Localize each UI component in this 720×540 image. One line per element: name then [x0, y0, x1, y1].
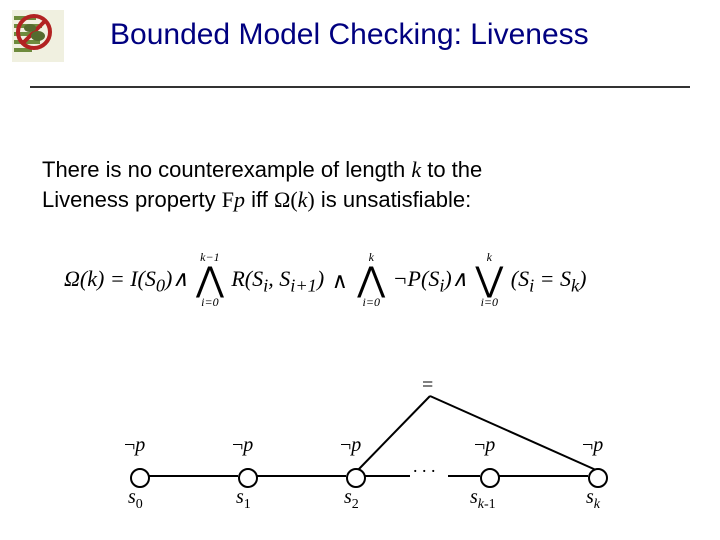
label-top-4: ¬p	[582, 434, 603, 457]
node-sk1	[480, 468, 500, 488]
f-and2-sub: i=0	[363, 295, 380, 310]
f-eq: (Si = Sk)	[511, 266, 587, 296]
label-bot-0: s0	[128, 486, 143, 513]
label-top-3: ¬p	[474, 434, 495, 457]
f-bigand2: k ⋀ i=0	[357, 264, 385, 298]
body-line1a: There is no counterexample of length	[42, 157, 411, 182]
f-wedge1: ∧	[332, 268, 348, 294]
f-bigor: k ⋁ i=0	[475, 264, 503, 298]
body-line2b: iff	[245, 187, 274, 212]
label-bot-1: s1	[236, 486, 251, 513]
f-r: R(Si, Si+1)	[231, 266, 324, 296]
label-top-2: ¬p	[340, 434, 361, 457]
label-bot-2: s2	[344, 486, 359, 513]
body-omega-close: )	[307, 187, 314, 212]
f-lhs: Ω(k) = I(S0)∧	[64, 266, 188, 296]
body-line2c: is unsatisfiable:	[315, 187, 472, 212]
f-or-sup: k	[487, 250, 492, 265]
diagram-lines	[110, 380, 620, 520]
eq-label: =	[422, 374, 433, 397]
slide-title: Bounded Model Checking: Liveness	[110, 18, 589, 52]
body-line1b: to the	[421, 157, 482, 182]
label-bot-3: sk-1	[470, 486, 496, 513]
slide-logo	[12, 10, 64, 62]
f-bigand1: k−1 ⋀ i=0	[196, 264, 224, 298]
f-and1-sup: k−1	[200, 250, 219, 265]
body-k: k	[411, 157, 421, 182]
f-or-sub: i=0	[481, 295, 498, 310]
node-sk	[588, 468, 608, 488]
f-notp: ¬P(Si)∧	[393, 266, 468, 296]
body-text: There is no counterexample of length k t…	[42, 155, 682, 214]
slide: Bounded Model Checking: Liveness There i…	[0, 0, 720, 540]
body-line2a: Liveness property	[42, 187, 222, 212]
body-omega: Ω(	[274, 187, 298, 212]
formula: Ω(k) = I(S0)∧ k−1 ⋀ i=0 R(Si, Si+1) ∧ k …	[64, 264, 587, 298]
label-top-0: ¬p	[124, 434, 145, 457]
body-p: p	[234, 187, 245, 212]
label-top-1: ¬p	[232, 434, 253, 457]
label-bot-4: sk	[586, 486, 600, 513]
f-and2-sup: k	[369, 250, 374, 265]
ellipsis: . . .	[413, 456, 436, 477]
state-diagram: = . . . ¬p s0 ¬p s1 ¬p s2 ¬p sk-1 ¬p sk	[110, 380, 620, 520]
f-and1-sub: i=0	[201, 295, 218, 310]
node-s0	[130, 468, 150, 488]
title-underline	[30, 86, 690, 88]
node-s2	[346, 468, 366, 488]
body-k2: k	[298, 187, 308, 212]
node-s1	[238, 468, 258, 488]
body-F: F	[222, 187, 234, 212]
